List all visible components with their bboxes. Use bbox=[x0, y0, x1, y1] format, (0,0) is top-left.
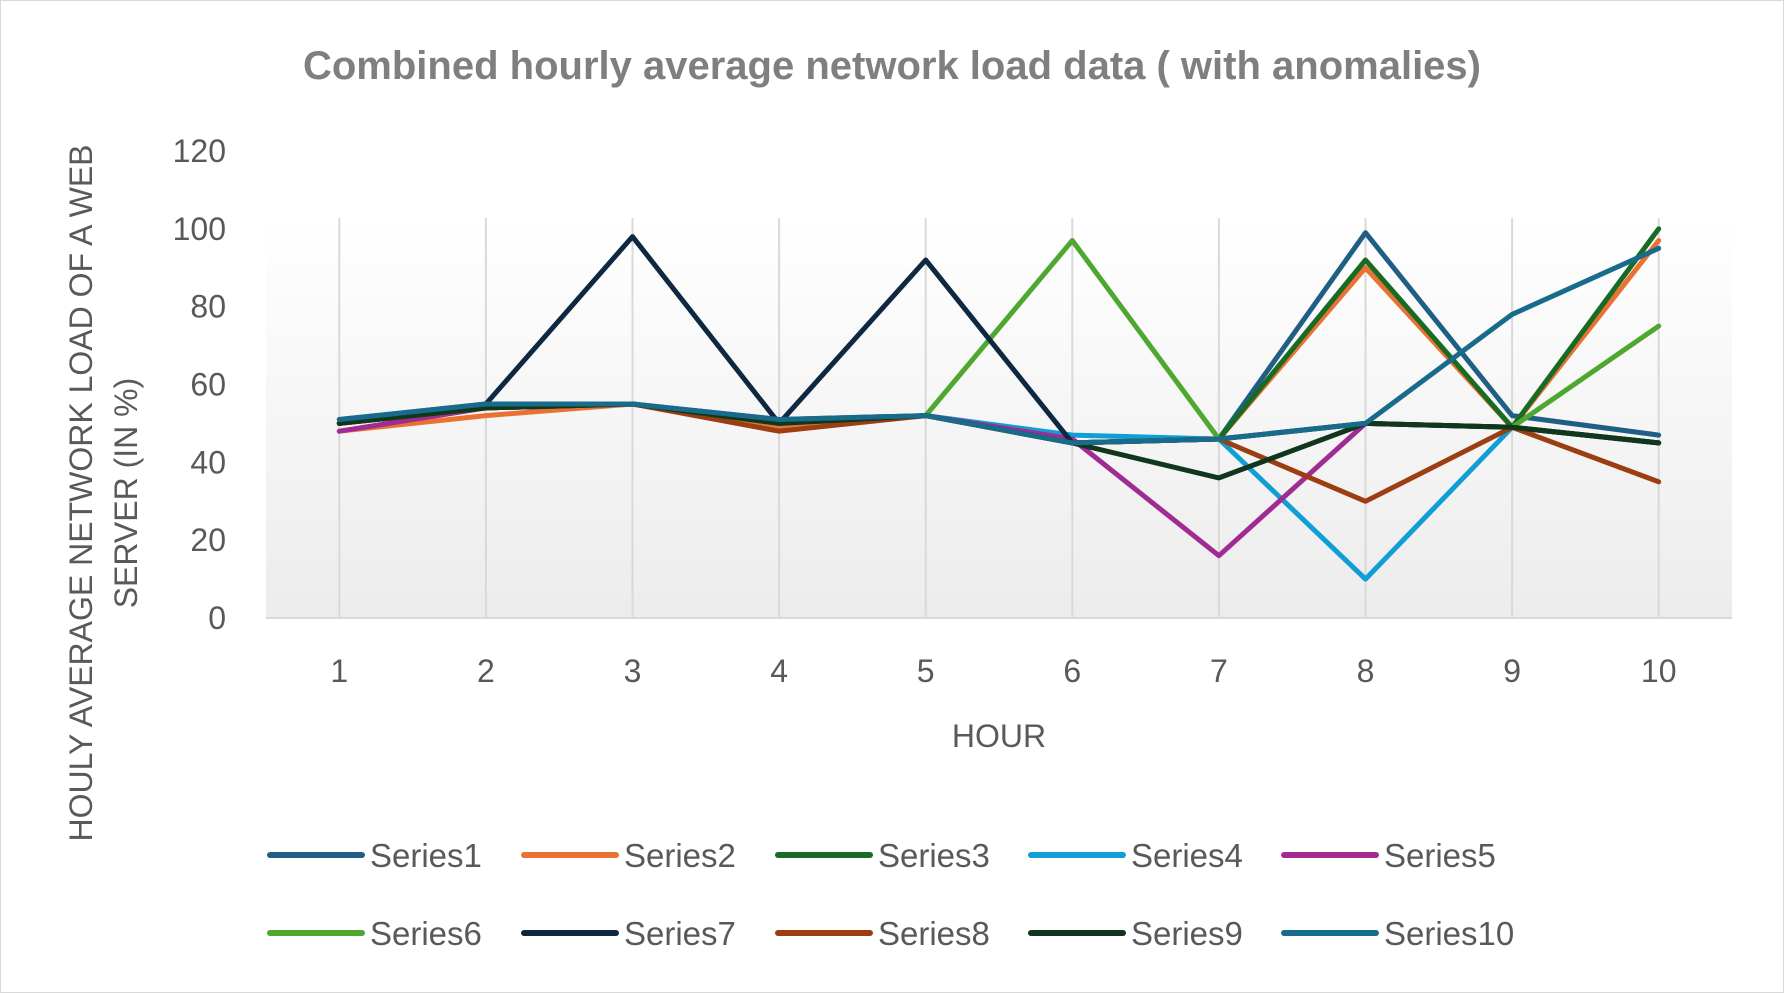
legend-label: Series10 bbox=[1384, 915, 1514, 952]
legend-label: Series1 bbox=[370, 837, 482, 874]
plot-area-background bbox=[266, 218, 1732, 618]
chart-title: Combined hourly average network load dat… bbox=[303, 44, 1481, 88]
x-tick-label: 4 bbox=[770, 653, 788, 689]
legend-label: Series4 bbox=[1131, 837, 1243, 874]
series-lines bbox=[336, 226, 1662, 582]
x-tick-label: 9 bbox=[1503, 653, 1521, 689]
legend-label: Series6 bbox=[370, 915, 482, 952]
gridlines bbox=[338, 218, 1660, 618]
y-tick-label: 20 bbox=[190, 522, 226, 558]
legend-label: Series8 bbox=[878, 915, 990, 952]
x-tick-label: 6 bbox=[1063, 653, 1081, 689]
x-tick-label: 7 bbox=[1210, 653, 1228, 689]
x-tick-label: 8 bbox=[1357, 653, 1375, 689]
y-tick-label: 60 bbox=[190, 367, 226, 403]
y-axis-title-line-2: SERVER (IN %) bbox=[108, 378, 144, 609]
y-tick-label: 0 bbox=[208, 600, 226, 636]
legend-item: Series2 bbox=[521, 837, 736, 874]
legend-item: Series3 bbox=[775, 837, 990, 874]
legend-label: Series9 bbox=[1131, 915, 1243, 952]
legend-item: Series9 bbox=[1028, 915, 1243, 952]
x-axis-title: HOUR bbox=[952, 718, 1046, 754]
y-tick-label: 120 bbox=[173, 133, 226, 169]
legend-item: Series6 bbox=[267, 915, 482, 952]
legend-label: Series5 bbox=[1384, 837, 1496, 874]
legend-item: Series8 bbox=[775, 915, 990, 952]
y-axis-title: HOULY AVERAGE NETWORK LOAD OF A WEB SERV… bbox=[63, 144, 144, 841]
legend-item: Series1 bbox=[267, 837, 482, 874]
y-tick-label: 100 bbox=[173, 211, 226, 247]
x-tick-label: 1 bbox=[330, 653, 348, 689]
x-tick-label: 5 bbox=[917, 653, 935, 689]
legend-label: Series3 bbox=[878, 837, 990, 874]
legend-label: Series2 bbox=[624, 837, 736, 874]
legend-item: Series7 bbox=[521, 915, 736, 952]
x-tick-label: 2 bbox=[477, 653, 495, 689]
y-tick-label: 80 bbox=[190, 289, 226, 325]
legend-item: Series5 bbox=[1281, 837, 1496, 874]
x-tick-label: 3 bbox=[624, 653, 642, 689]
series-line-10 bbox=[336, 245, 1662, 446]
y-axis-ticks: 0 20 40 60 80 100 120 bbox=[173, 133, 226, 636]
y-axis-title-line-1: HOULY AVERAGE NETWORK LOAD OF A WEB bbox=[63, 144, 99, 841]
legend-label: Series7 bbox=[624, 915, 736, 952]
legend: Series1 Series2 Series3 Series4 Series5 Serie… bbox=[267, 837, 1514, 952]
legend-item: Series4 bbox=[1028, 837, 1243, 874]
x-axis-ticks: 1 2 3 4 5 6 7 8 9 10 bbox=[330, 653, 1676, 689]
legend-item: Series10 bbox=[1281, 915, 1514, 952]
y-tick-label: 40 bbox=[190, 444, 226, 480]
x-tick-label: 10 bbox=[1641, 653, 1677, 689]
